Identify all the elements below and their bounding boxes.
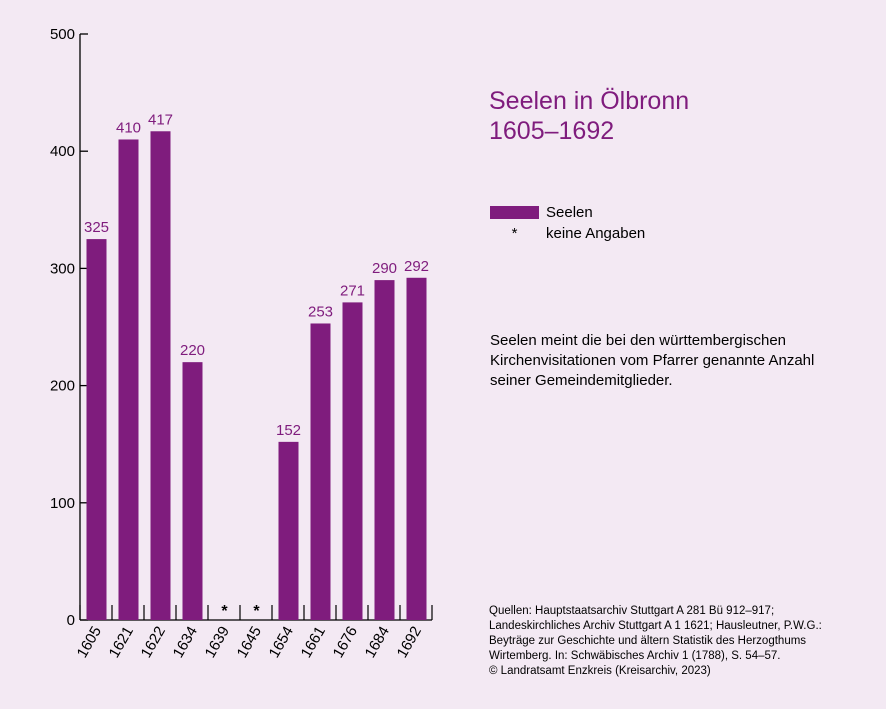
bar-value-label: 410 (116, 119, 141, 136)
y-tick-label: 100 (50, 495, 75, 512)
source-line: Beyträge zur Geschichte und ältern Stati… (489, 635, 807, 647)
bar-value-label: 152 (276, 422, 301, 439)
bar-value-label: 220 (180, 342, 205, 359)
chart-title: Seelen in Ölbronn 1605–1692 (489, 86, 689, 146)
x-tick-label: 1676 (330, 624, 361, 661)
bar (118, 139, 139, 621)
bar (406, 277, 427, 620)
bar (182, 362, 203, 620)
copyright-line: © Landratsamt Enzkreis (Kreisarchiv, 202… (489, 665, 711, 677)
x-tick-label: 1692 (394, 624, 425, 661)
bar-value-label: 292 (404, 258, 429, 275)
x-tick-label: 1605 (74, 624, 105, 661)
explanatory-note: Seelen meint die bei den württembergisch… (490, 332, 815, 389)
y-tick-label: 400 (50, 143, 75, 160)
bar-value-label: 253 (308, 303, 333, 320)
no-data-marker: * (221, 603, 228, 620)
y-tick-label: 500 (50, 26, 75, 43)
bar (150, 131, 171, 620)
y-tick-label: 0 (67, 612, 75, 629)
legend: Seelen * keine Angaben (490, 202, 645, 244)
source-line: Landeskirchliches Archiv Stuttgart A 1 1… (489, 620, 822, 632)
x-tick-label: 1654 (266, 624, 297, 661)
x-tick-label: 1684 (362, 624, 393, 661)
bar (342, 302, 363, 620)
title-line-1: Seelen in Ölbronn (489, 87, 690, 115)
y-tick-label: 200 (50, 378, 75, 395)
bar-value-label: 271 (340, 282, 365, 299)
bar-value-label: 290 (372, 260, 397, 277)
bar-value-label: 325 (84, 219, 109, 236)
bar (310, 323, 331, 620)
x-tick-label: 1634 (170, 624, 201, 661)
legend-star-symbol: * (511, 225, 518, 242)
x-tick-label: 1621 (106, 624, 137, 661)
legend-label-no-data: keine Angaben (546, 225, 646, 242)
bar-chart: 0 100 200 300 400 500 325 1605 410 1621 417 1622 220… (50, 26, 433, 661)
title-line-2: 1605–1692 (489, 117, 615, 145)
source-line: Quellen: Hauptstaatsarchiv Stuttgart A 2… (489, 605, 775, 617)
x-tick-label: 1645 (234, 624, 265, 661)
x-tick-label: 1661 (298, 624, 329, 661)
bar (374, 280, 395, 620)
legend-swatch (490, 206, 539, 219)
bar (278, 441, 299, 620)
no-data-marker: * (253, 603, 260, 620)
x-tick-label: 1622 (138, 624, 169, 661)
legend-label-seelen: Seelen (546, 204, 593, 221)
legend-item-no-data: * keine Angaben (490, 223, 646, 244)
x-tick-label: 1639 (202, 624, 233, 661)
sources-block: Quellen: Hauptstaatsarchiv Stuttgart A 2… (489, 604, 879, 679)
y-tick-label: 300 (50, 260, 75, 277)
source-line: Wirtemberg. In: Schwäbisches Archiv 1 (1… (489, 650, 781, 662)
legend-item-seelen: Seelen (490, 202, 645, 223)
bar (86, 239, 107, 620)
bar-value-label: 417 (148, 111, 173, 128)
